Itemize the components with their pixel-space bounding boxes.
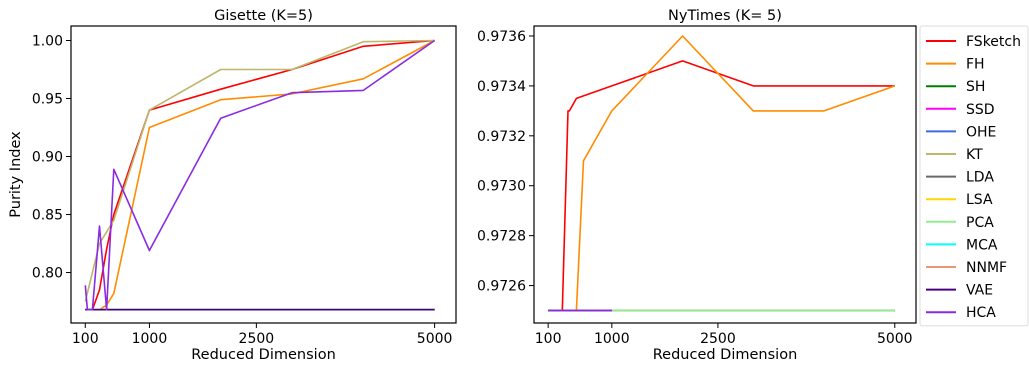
y-tick-label: 1.00 [32, 34, 63, 50]
y-tick-label: 0.9736 [477, 29, 526, 45]
x-tick-label: 100 [535, 331, 562, 347]
y-tick-label: 0.9732 [477, 129, 526, 145]
legend-label: NNMF [966, 260, 1007, 276]
y-tick-label: 0.80 [32, 266, 63, 282]
legend-item-pca: PCA [926, 215, 994, 231]
legend-label: MCA [966, 237, 998, 253]
legend-item-fh: FH [926, 57, 985, 73]
x-tick-label: 100 [72, 331, 99, 347]
y-tick-label: 0.95 [32, 92, 63, 108]
legend-item-hca: HCA [926, 305, 996, 321]
legend-item-sh: SH [926, 79, 985, 95]
legend: FSketch FH SH SSD OHE KT LDA LSA PCA MCA NNMF VAE HC… [919, 25, 1029, 327]
x-axis-label: Reduced Dimension [653, 347, 798, 363]
legend-label: FSketch [966, 34, 1021, 50]
y-tick-label: 0.9726 [477, 279, 526, 295]
legend-item-ohe: OHE [926, 124, 996, 140]
series-line-fh [548, 35, 896, 312]
legend-item-fsketch: FSketch [926, 34, 1021, 50]
legend-label: LDA [966, 170, 994, 186]
y-tick-label: 0.9728 [477, 229, 526, 245]
plot-frame [70, 25, 457, 324]
chart-gisette: 100 1000 2500 5000 0.80 0.85 0.90 0.95 1.00 Giset… [8, 8, 457, 363]
x-axis-label: Reduced Dimension [191, 347, 336, 363]
chart-title: Gisette (K=5) [214, 8, 313, 24]
legend-label: SH [966, 79, 985, 95]
x-tick-label: 1000 [132, 331, 168, 347]
y-axis-label: Purity Index [8, 131, 24, 218]
legend-label: FH [966, 57, 985, 73]
legend-label: KT [966, 147, 983, 163]
legend-label: LSA [966, 192, 993, 208]
legend-label: HCA [966, 305, 996, 321]
y-tick-label: 0.9734 [477, 79, 526, 95]
y-tick-label: 0.90 [32, 150, 63, 166]
legend-item-lda: LDA [926, 170, 994, 186]
x-tick-label: 2500 [239, 331, 275, 347]
series-group [548, 35, 896, 312]
y-tick-label: 0.9730 [477, 179, 526, 195]
series-line-fsketch [85, 39, 435, 311]
x-tick-label: 1000 [594, 331, 630, 347]
legend-label: OHE [966, 124, 996, 140]
plot-frame [533, 25, 917, 324]
legend-item-ssd: SSD [926, 102, 995, 118]
legend-item-nnmf: NNMF [926, 260, 1007, 276]
x-tick-label: 2500 [700, 331, 736, 347]
x-tick-label: 5000 [417, 331, 453, 347]
legend-label: PCA [966, 215, 994, 231]
x-tick-label: 5000 [877, 331, 913, 347]
series-group [84, 39, 436, 311]
legend-item-kt: KT [926, 147, 983, 163]
legend-item-vae: VAE [926, 283, 993, 299]
legend-label: SSD [966, 102, 995, 118]
legend-item-lsa: LSA [926, 192, 993, 208]
series-line-fsketch [548, 60, 895, 312]
y-tick-label: 0.85 [32, 208, 63, 224]
legend-item-mca: MCA [926, 237, 998, 253]
chart-nytimes: 100 1000 2500 5000 0.9726 0.9728 0.9730 0.9732 0… [477, 8, 917, 363]
chart-title: NyTimes (K= 5) [668, 8, 782, 24]
legend-frame [919, 25, 1029, 327]
legend-label: VAE [966, 283, 993, 299]
series-line-fh [85, 39, 435, 311]
series-line-kt [84, 39, 435, 302]
series-line-hca [84, 39, 436, 311]
